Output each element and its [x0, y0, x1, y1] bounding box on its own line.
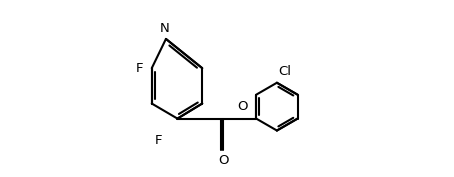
Text: F: F	[155, 134, 163, 147]
Text: F: F	[135, 62, 143, 75]
Text: N: N	[159, 22, 169, 35]
Text: O: O	[238, 100, 248, 113]
Text: Cl: Cl	[278, 65, 291, 78]
Text: O: O	[218, 154, 229, 167]
